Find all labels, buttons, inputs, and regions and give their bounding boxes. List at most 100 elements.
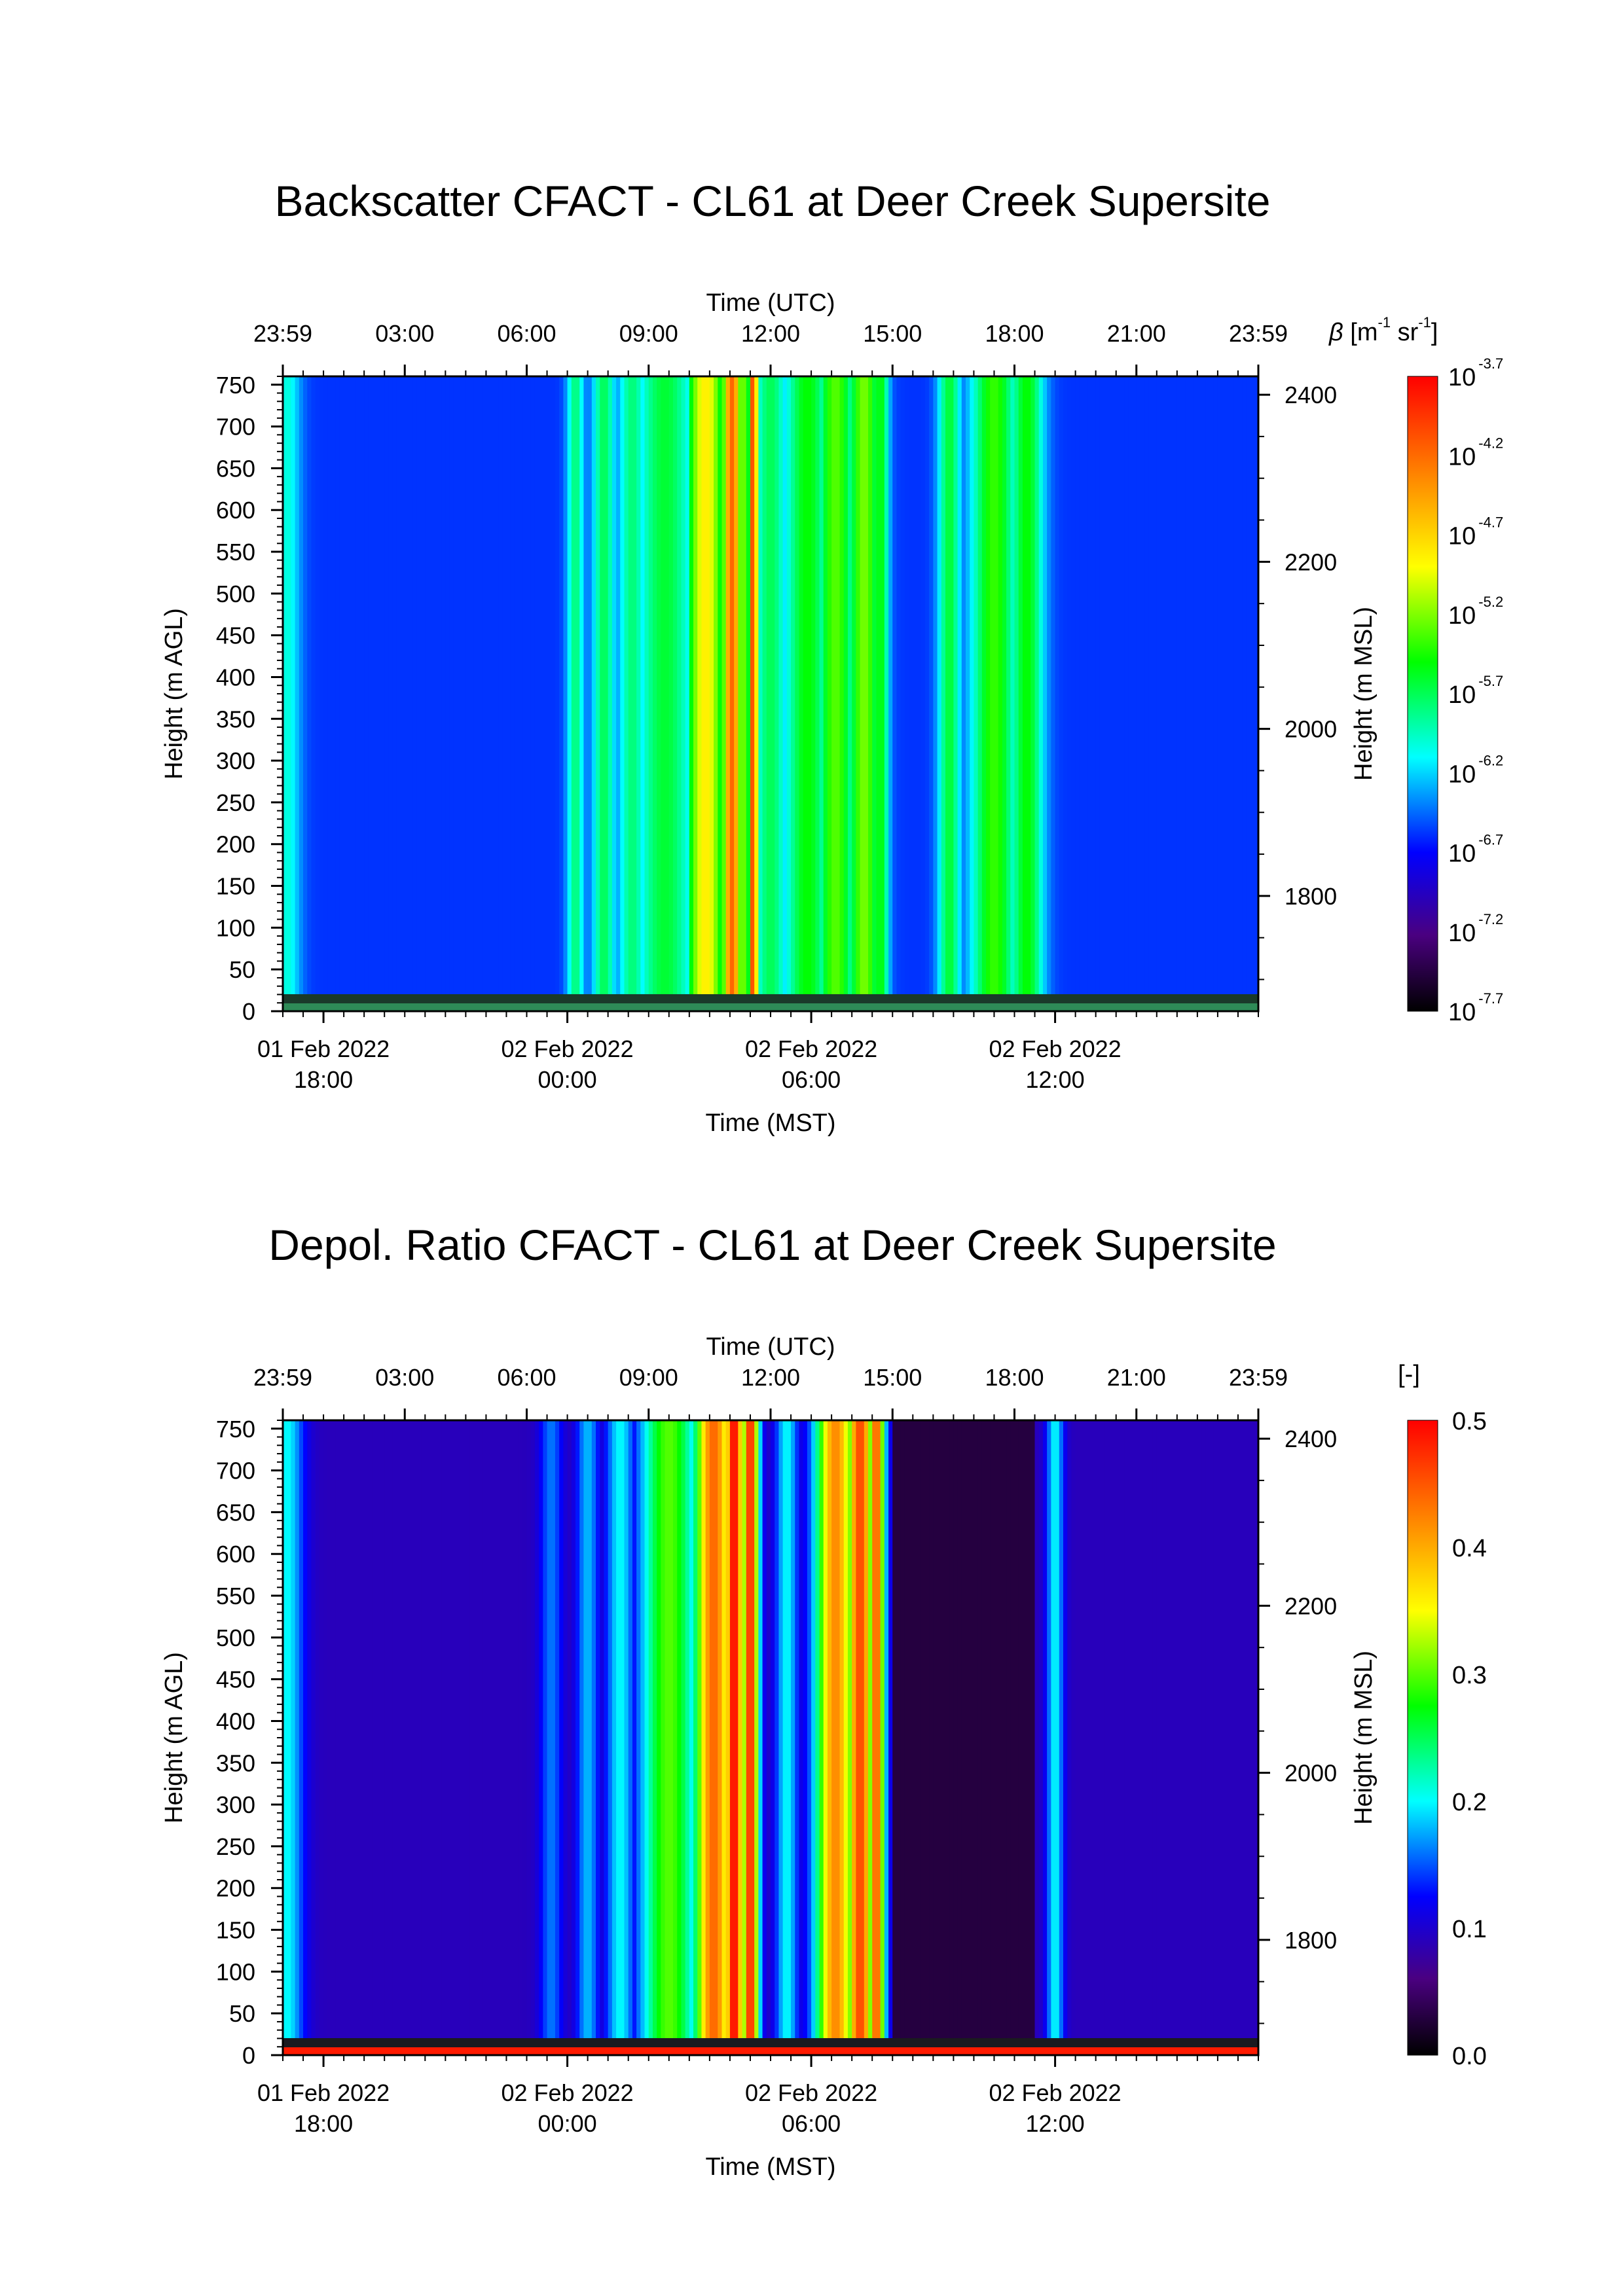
heatmap-cell xyxy=(551,376,556,1002)
heatmap-cell xyxy=(1181,1420,1186,2046)
heatmap-cell xyxy=(856,376,861,1002)
heatmap-cell xyxy=(1217,1420,1222,2046)
heatmap-cell xyxy=(1128,376,1133,1002)
heatmap-cell xyxy=(412,1420,418,2046)
heatmap-cell xyxy=(551,1420,556,2046)
heatmap-cell xyxy=(778,376,784,1002)
heatmap-cell xyxy=(880,1420,885,2046)
left-tick-label: 750 xyxy=(216,1416,255,1443)
heatmap-cell xyxy=(473,376,479,1002)
heatmap-cell xyxy=(949,1420,954,2046)
heatmap-cell xyxy=(754,1420,759,2046)
heatmap-cell xyxy=(896,376,902,1002)
heatmap-cell xyxy=(924,1420,930,2046)
heatmap-cell xyxy=(405,1420,410,2046)
left-tick-label: 200 xyxy=(216,1875,255,1902)
heatmap-cell xyxy=(359,376,365,1002)
heatmap-cell xyxy=(356,376,361,1002)
heatmap-cell xyxy=(291,376,296,1002)
left-tick-label: 50 xyxy=(229,956,255,983)
colorbar-tick-label: 10-3.7 xyxy=(1448,355,1503,391)
heatmap-cell xyxy=(924,376,930,1002)
heatmap-cell xyxy=(1108,1420,1113,2046)
heatmap-cell xyxy=(429,376,434,1002)
heatmap-cell xyxy=(331,376,337,1002)
heatmap-cell xyxy=(709,1420,714,2046)
heatmap-cell xyxy=(303,376,308,1002)
heatmap-cell xyxy=(429,1420,434,2046)
heatmap-cell xyxy=(913,376,918,1002)
heatmap-cell xyxy=(604,1420,609,2046)
heatmap-cell xyxy=(486,376,491,1002)
heatmap-cell xyxy=(819,376,824,1002)
colorbar-tick-label: 0.0 xyxy=(1452,2043,1487,2070)
heatmap-cell xyxy=(401,376,405,1002)
heatmap-cell xyxy=(957,376,962,1002)
heatmap-cell xyxy=(1230,1420,1235,2046)
colorbar-tick-label: 10-7.7 xyxy=(1448,990,1503,1026)
heatmap-cell xyxy=(771,1420,775,2046)
bottom-tick-date: 01 Feb 2022 xyxy=(257,2079,390,2106)
left-tick-label: 450 xyxy=(216,622,255,649)
heatmap-cell xyxy=(465,1420,471,2046)
heatmap-cell xyxy=(453,376,458,1002)
heatmap-cell xyxy=(742,376,747,1002)
heatmap-cell xyxy=(457,1420,462,2046)
heatmap-cell xyxy=(1193,1420,1198,2046)
heatmap-cell xyxy=(937,376,942,1002)
heatmap-cell xyxy=(1233,376,1239,1002)
top-axis-label: Time (UTC) xyxy=(706,289,835,317)
heatmap-cell xyxy=(608,376,613,1002)
top-tick-label: 18:00 xyxy=(985,320,1044,347)
heatmap-cell xyxy=(957,1420,962,2046)
heatmap-cell xyxy=(311,1420,316,2046)
heatmap-cell xyxy=(1099,1420,1104,2046)
heatmap-cell xyxy=(449,376,454,1002)
bottom-tick-time: 00:00 xyxy=(538,2110,597,2137)
left-tick-label: 600 xyxy=(216,497,255,524)
heatmap-cell xyxy=(864,1420,869,2046)
top-tick-label: 15:00 xyxy=(863,320,922,347)
heatmap-cell xyxy=(673,1420,678,2046)
right-tick-label: 2000 xyxy=(1285,716,1337,743)
heatmap-cell xyxy=(416,1420,422,2046)
left-tick-label: 650 xyxy=(216,455,255,482)
heatmap-cell xyxy=(782,1420,788,2046)
left-tick-label: 0 xyxy=(242,998,255,1025)
heatmap-cell xyxy=(754,376,759,1002)
heatmap-cell xyxy=(1116,376,1121,1002)
left-tick-label: 400 xyxy=(216,664,255,691)
heatmap-cell xyxy=(665,1420,670,2046)
heatmap-cell xyxy=(469,376,475,1002)
heatmap-cell xyxy=(1124,376,1129,1002)
heatmap-cell xyxy=(1189,1420,1194,2046)
heatmap-cell xyxy=(498,376,503,1002)
top-tick-label: 03:00 xyxy=(375,320,434,347)
heatmap-cell xyxy=(1047,376,1051,1002)
heatmap-cell xyxy=(953,1420,958,2046)
heatmap-cell xyxy=(815,376,820,1002)
heatmap-cell xyxy=(519,1420,523,2046)
top-tick-label: 23:59 xyxy=(253,1364,312,1391)
heatmap-cell xyxy=(966,376,970,1002)
heatmap-cell xyxy=(344,1420,348,2046)
colorbar-tick-label: 10-6.2 xyxy=(1448,752,1503,788)
heatmap-cell xyxy=(677,1420,682,2046)
heatmap-cell xyxy=(738,376,743,1002)
heatmap-cell xyxy=(1152,376,1158,1002)
colorbar xyxy=(1408,376,1438,1011)
heatmap-cell xyxy=(600,1420,605,2046)
heatmap-cell xyxy=(1079,1420,1084,2046)
heatmap-cell xyxy=(1250,376,1255,1002)
heatmap-cell xyxy=(843,1420,848,2046)
heatmap-cell xyxy=(872,376,877,1002)
heatmap-cell xyxy=(673,376,678,1002)
heatmap-cell xyxy=(421,376,426,1002)
heatmap-cell xyxy=(1156,1420,1161,2046)
heatmap-cell xyxy=(1084,1420,1088,2046)
heatmap-cell xyxy=(799,376,804,1002)
heatmap-cell xyxy=(457,376,462,1002)
heatmap-cell xyxy=(315,1420,320,2046)
heatmap-cell xyxy=(1254,1420,1259,2046)
surface-layer xyxy=(283,2047,1258,2055)
